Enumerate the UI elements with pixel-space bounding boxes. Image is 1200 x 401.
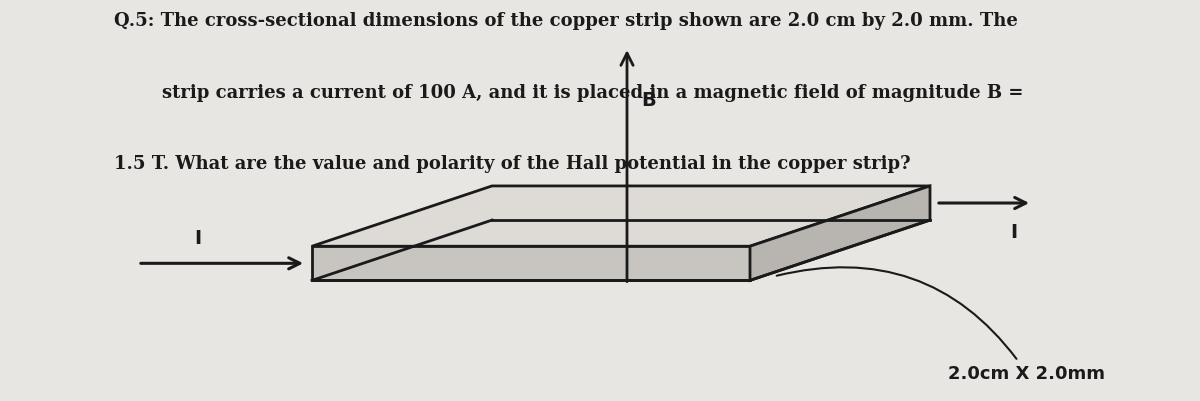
Text: B: B xyxy=(642,91,656,110)
Polygon shape xyxy=(312,247,750,281)
Text: strip carries a current of 100 A, and it is placed in a magnetic field of magnit: strip carries a current of 100 A, and it… xyxy=(162,84,1024,102)
Text: Q.5: The cross-sectional dimensions of the copper strip shown are 2.0 cm by 2.0 : Q.5: The cross-sectional dimensions of t… xyxy=(114,12,1018,30)
Polygon shape xyxy=(750,186,930,281)
Text: I: I xyxy=(1010,222,1018,241)
Text: 2.0cm X 2.0mm: 2.0cm X 2.0mm xyxy=(776,267,1105,382)
Text: I: I xyxy=(194,228,202,247)
Text: 1.5 T. What are the value and polarity of the Hall potential in the copper strip: 1.5 T. What are the value and polarity o… xyxy=(114,154,911,172)
Polygon shape xyxy=(312,186,930,247)
